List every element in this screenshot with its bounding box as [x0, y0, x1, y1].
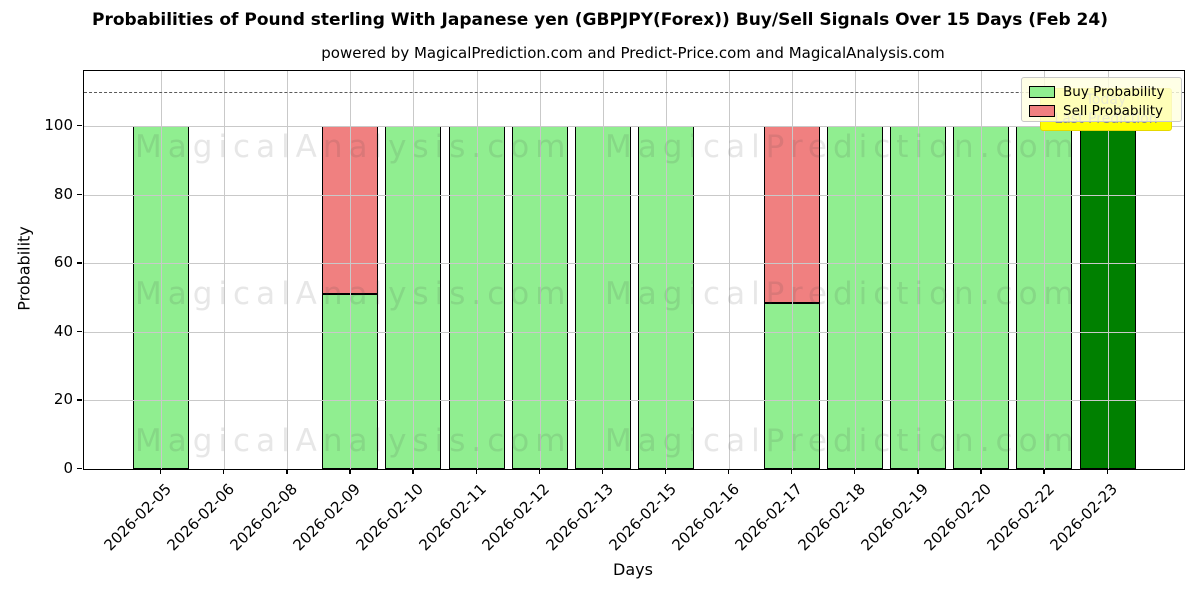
- y-tick-mark: [77, 193, 82, 195]
- x-tick-mark: [223, 469, 225, 474]
- legend-item-sell: Sell Probability: [1029, 102, 1174, 119]
- legend-label-buy: Buy Probability: [1063, 83, 1165, 100]
- y-tick-mark: [77, 330, 82, 333]
- v-gridline: [224, 71, 226, 469]
- y-tick-mark: [77, 124, 82, 127]
- legend-item-buy: Buy Probability: [1029, 83, 1174, 100]
- v-gridline: [602, 71, 604, 469]
- x-tick-label: 2026-02-16: [668, 480, 743, 555]
- h-gridline: [84, 194, 1184, 196]
- x-tick-mark: [854, 469, 856, 474]
- x-tick-mark: [791, 469, 793, 474]
- v-gridline: [413, 71, 415, 469]
- v-gridline: [161, 71, 162, 469]
- v-gridline: [918, 71, 920, 469]
- h-gridline: [84, 400, 1184, 402]
- buy-swatch-icon: [1029, 85, 1055, 98]
- x-tick-label: 2026-02-12: [478, 480, 554, 555]
- x-tick-label: 2026-02-05: [100, 480, 175, 555]
- y-tick-label: 40: [53, 321, 73, 340]
- v-gridline: [539, 71, 541, 469]
- x-tick-label: 2026-02-06: [163, 480, 238, 555]
- y-axis-label: Probability: [14, 226, 34, 311]
- y-tick-label: 0: [63, 459, 73, 477]
- x-tick-label: 2026-02-22: [983, 480, 1059, 555]
- x-tick-mark: [727, 469, 730, 474]
- v-gridline: [287, 71, 289, 469]
- chart-title: Probabilities of Pound sterling With Jap…: [92, 10, 1108, 30]
- x-tick-mark: [160, 469, 162, 474]
- h-gridline: [84, 125, 1184, 127]
- legend-box: Buy Probability Sell Probability: [1021, 77, 1182, 122]
- v-gridline: [855, 71, 857, 469]
- x-tick-label: 2026-02-13: [542, 480, 617, 555]
- v-gridline: [665, 71, 667, 469]
- x-tick-label: 2026-02-18: [794, 480, 869, 555]
- legend-label-sell: Sell Probability: [1063, 102, 1164, 119]
- x-tick-label: 2026-02-11: [415, 480, 491, 555]
- x-tick-mark: [1106, 469, 1108, 474]
- x-tick-mark: [349, 469, 351, 474]
- x-tick-label: 2026-02-23: [1046, 480, 1122, 555]
- v-gridline: [792, 71, 793, 469]
- x-tick-label: 2026-02-10: [352, 480, 428, 555]
- h-gridline: [84, 263, 1184, 265]
- x-axis-label: Days: [613, 560, 653, 579]
- x-tick-label: 2026-02-09: [289, 480, 365, 555]
- v-gridline: [350, 71, 352, 469]
- v-gridline: [728, 71, 730, 469]
- x-tick-mark: [1043, 469, 1045, 474]
- chart-subtitle: powered by MagicalPrediction.com and Pre…: [321, 44, 945, 62]
- h-gridline: [84, 331, 1184, 333]
- y-tick-mark: [77, 262, 82, 264]
- y-tick-label: 100: [44, 115, 73, 134]
- x-tick-mark: [917, 469, 919, 474]
- y-tick-mark: [77, 468, 82, 470]
- x-tick-mark: [664, 469, 667, 474]
- x-tick-mark: [980, 469, 982, 474]
- v-gridline: [981, 71, 983, 469]
- sell-swatch-icon: [1029, 104, 1055, 117]
- x-tick-mark: [475, 469, 477, 474]
- plot-area: [83, 70, 1185, 470]
- x-tick-label: 2026-02-17: [731, 480, 806, 555]
- threshold-dashed-line: [84, 91, 1184, 93]
- x-tick-label: 2026-02-20: [920, 480, 996, 555]
- x-tick-label: 2026-02-08: [226, 480, 301, 555]
- x-tick-mark: [412, 469, 414, 474]
- y-tick-label: 80: [53, 184, 73, 203]
- x-tick-mark: [286, 469, 288, 474]
- v-gridline: [476, 71, 478, 469]
- v-gridline: [1044, 71, 1046, 469]
- y-tick-label: 20: [53, 390, 73, 409]
- y-tick-label: 60: [53, 253, 73, 272]
- y-tick-mark: [77, 399, 82, 401]
- x-tick-label: 2026-02-19: [857, 480, 932, 555]
- x-tick-mark: [601, 469, 604, 474]
- x-tick-mark: [538, 469, 540, 474]
- v-gridline: [1107, 71, 1109, 469]
